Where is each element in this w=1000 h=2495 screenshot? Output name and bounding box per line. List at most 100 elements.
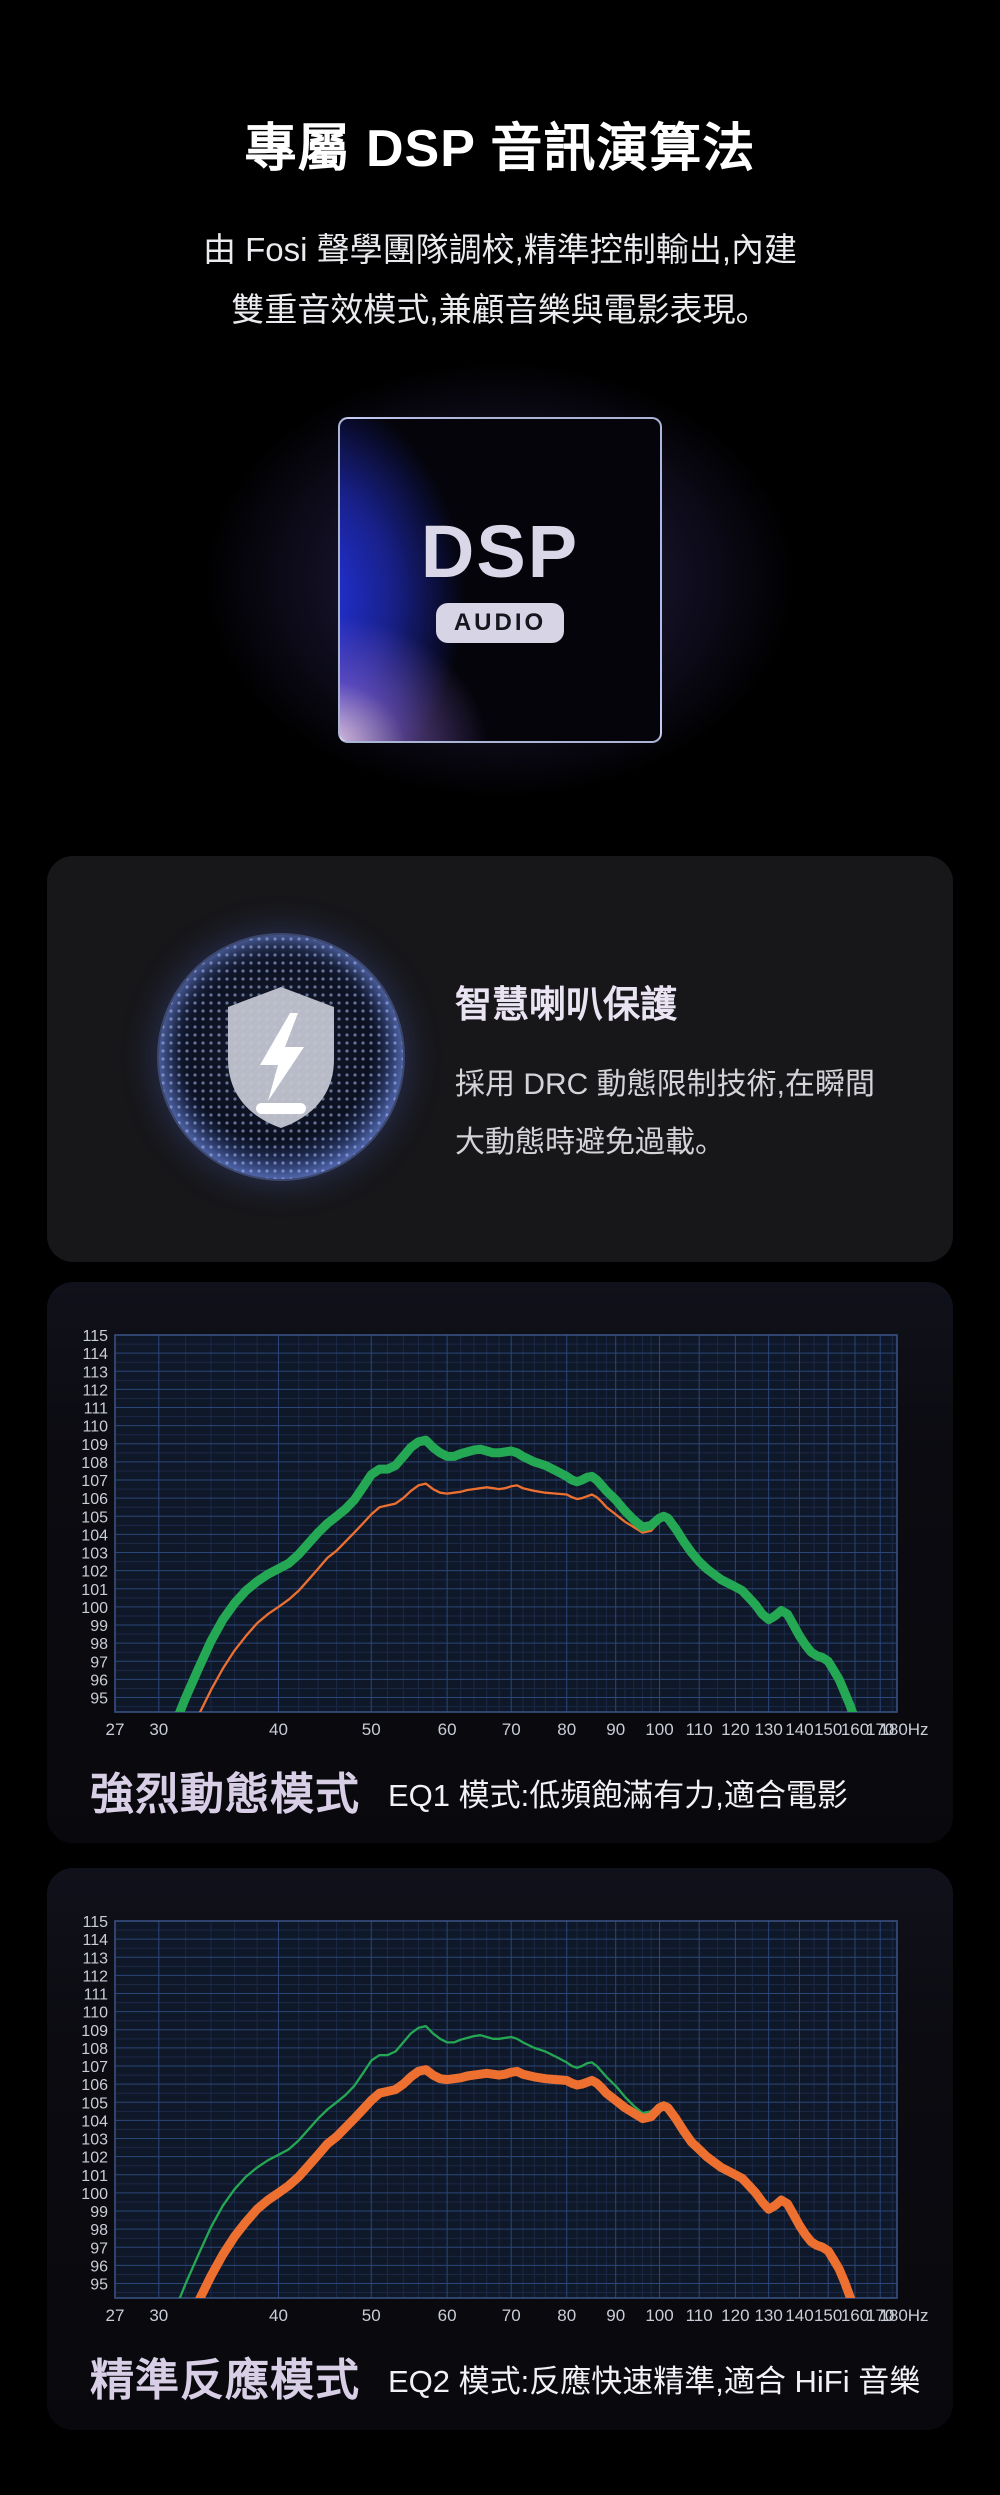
svg-text:114: 114 (82, 1346, 108, 1363)
svg-text:110: 110 (686, 2306, 713, 2325)
svg-text:50: 50 (362, 1720, 381, 1739)
svg-text:113: 113 (82, 1364, 108, 1381)
svg-text:140: 140 (785, 2306, 813, 2325)
svg-text:102: 102 (81, 1564, 108, 1581)
svg-text:111: 111 (84, 1401, 108, 1418)
svg-text:100: 100 (645, 1720, 673, 1739)
svg-text:40: 40 (269, 2306, 288, 2325)
lightning-icon (260, 1013, 304, 1101)
svg-text:101: 101 (81, 1582, 108, 1599)
svg-text:80: 80 (557, 2306, 576, 2325)
svg-text:115: 115 (82, 1328, 108, 1345)
eq1-chart-card: 27 30 40 50 60 70 80 90 100 110 120 130 140 150 160 170… (47, 1282, 953, 1843)
svg-text:107: 107 (81, 1473, 108, 1490)
svg-text:140: 140 (785, 1720, 813, 1739)
svg-text:100: 100 (81, 2186, 108, 2203)
svg-text:115: 115 (82, 1914, 108, 1931)
protection-heading: 智慧喇叭保護 (455, 984, 677, 1025)
svg-text:70: 70 (502, 2306, 521, 2325)
svg-text:160: 160 (841, 2306, 869, 2325)
svg-text:101: 101 (81, 2168, 108, 2185)
svg-text:103: 103 (81, 2132, 108, 2149)
svg-text:110: 110 (82, 2005, 108, 2022)
svg-text:170: 170 (866, 2306, 894, 2325)
svg-text:105: 105 (81, 2095, 108, 2112)
eq2-mode-name: 精準反應模式 (90, 2356, 360, 2405)
svg-text:97: 97 (90, 2240, 108, 2257)
svg-text:108: 108 (81, 1455, 108, 1472)
svg-text:100: 100 (81, 1600, 108, 1617)
svg-text:99: 99 (90, 1618, 108, 1635)
svg-text:130: 130 (754, 2306, 782, 2325)
svg-text:109: 109 (81, 1437, 108, 1454)
subtitle-line-1: 由 Fosi 聲學團隊調校,精準控制輸出,內建 (202, 231, 798, 268)
svg-text:98: 98 (90, 1636, 108, 1653)
protection-text-block: 智慧喇叭保護 採用 DRC 動態限制技術,在瞬間 大動態時避免過載。 (455, 974, 925, 1172)
svg-text:60: 60 (438, 2306, 457, 2325)
svg-text:107: 107 (81, 2059, 108, 2076)
svg-text:130: 130 (754, 1720, 782, 1739)
svg-text:27: 27 (106, 2306, 125, 2325)
svg-text:60: 60 (438, 1720, 457, 1739)
svg-text:70: 70 (502, 1720, 521, 1739)
eq1-caption-row: 強烈動態模式 EQ1 模式:低頻飽滿有力,適合電影 (90, 1758, 923, 1822)
protection-body-line-2: 大動態時避免過載。 (455, 1126, 725, 1159)
mesh-sphere-graphic (159, 935, 403, 1179)
svg-text:98: 98 (90, 2222, 108, 2239)
svg-text:100: 100 (645, 2306, 673, 2325)
svg-text:96: 96 (90, 1672, 108, 1689)
speaker-protection-card: 智慧喇叭保護 採用 DRC 動態限制技術,在瞬間 大動態時避免過載。 (47, 856, 953, 1262)
svg-text:80: 80 (557, 1720, 576, 1739)
eq2-chart-card: 27 30 40 50 60 70 80 90 100 110 120 130 140 150 160 170… (47, 1868, 953, 2430)
svg-text:120: 120 (721, 1720, 749, 1739)
svg-text:160: 160 (841, 1720, 869, 1739)
eq2-frequency-response-chart: 27 30 40 50 60 70 80 90 100 110 120 130 140 150160170… (81, 1914, 928, 2325)
svg-text:90: 90 (606, 1720, 625, 1739)
svg-text:30: 30 (149, 1720, 168, 1739)
svg-text:27: 27 (106, 1720, 125, 1739)
svg-text:105: 105 (81, 1509, 108, 1526)
svg-text:180Hz: 180Hz (879, 1720, 928, 1739)
svg-text:90: 90 (606, 2306, 625, 2325)
svg-text:110: 110 (82, 1419, 108, 1436)
eq1-mode-description: EQ1 模式:低頻飽滿有力,適合電影 (388, 1777, 848, 1813)
svg-text:114: 114 (82, 1932, 108, 1949)
svg-text:95: 95 (90, 1691, 108, 1708)
svg-text:99: 99 (90, 2204, 108, 2221)
svg-text:106: 106 (81, 1491, 108, 1508)
svg-text:112: 112 (82, 1382, 108, 1399)
svg-text:96: 96 (90, 2258, 108, 2275)
audio-pill-label: AUDIO (435, 603, 565, 643)
svg-text:108: 108 (81, 2041, 108, 2058)
svg-text:150: 150 (814, 1720, 842, 1739)
svg-text:106: 106 (81, 2077, 108, 2094)
svg-text:110: 110 (686, 1720, 713, 1739)
protection-body-line-1: 採用 DRC 動態限制技術,在瞬間 (455, 1068, 875, 1101)
svg-text:111: 111 (84, 1987, 108, 2004)
svg-text:120: 120 (721, 2306, 749, 2325)
svg-text:113: 113 (82, 1950, 108, 1967)
svg-text:150: 150 (814, 2306, 842, 2325)
svg-text:30: 30 (149, 2306, 168, 2325)
eq1-mode-name: 強烈動態模式 (90, 1770, 360, 1819)
svg-text:180Hz: 180Hz (879, 2306, 928, 2325)
shield-icon (218, 983, 344, 1136)
svg-text:40: 40 (269, 1720, 288, 1739)
svg-text:102: 102 (81, 2150, 108, 2167)
dsp-badge-label: DSP (420, 510, 580, 593)
svg-text:109: 109 (81, 2023, 108, 2040)
dsp-badge: DSP AUDIO (338, 417, 662, 743)
svg-text:50: 50 (362, 2306, 381, 2325)
svg-text:104: 104 (81, 2113, 108, 2130)
svg-text:104: 104 (81, 1527, 108, 1544)
svg-text:170: 170 (866, 1720, 894, 1739)
svg-text:112: 112 (82, 1968, 108, 1985)
svg-text:95: 95 (90, 2277, 108, 2294)
eq1-frequency-response-chart: 27 30 40 50 60 70 80 90 100 110 120 130 140 150160170… (81, 1328, 928, 1739)
svg-text:103: 103 (81, 1546, 108, 1563)
eq2-mode-description: EQ2 模式:反應快速精準,適合 HiFi 音樂 (388, 2363, 921, 2399)
page-title: 專屬 DSP 音訊演算法 (244, 120, 756, 178)
eq2-caption-row: 精準反應模式 EQ2 模式:反應快速精準,適合 HiFi 音樂 (90, 2344, 923, 2408)
protection-body: 採用 DRC 動態限制技術,在瞬間 大動態時避免過載。 (455, 1056, 925, 1172)
